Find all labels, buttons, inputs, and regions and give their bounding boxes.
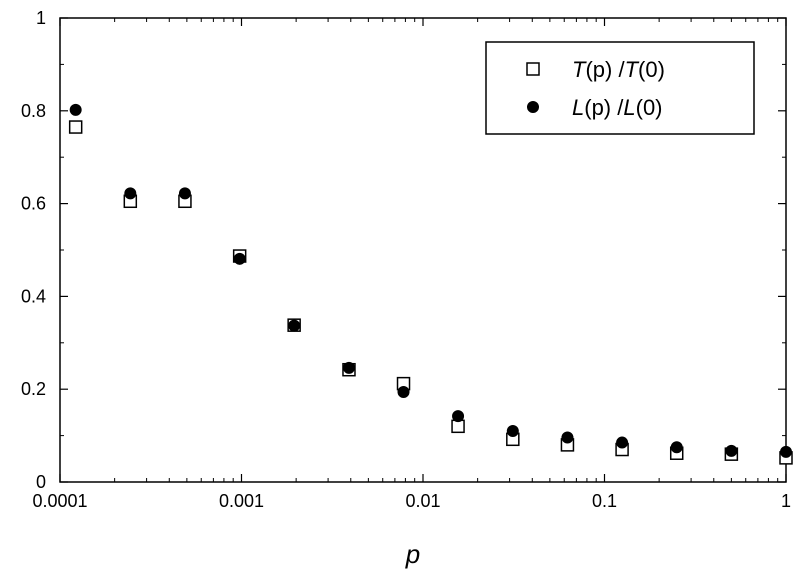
axis-ticks xyxy=(59,17,787,483)
data-marks xyxy=(68,103,793,465)
data-point-circle xyxy=(725,444,738,457)
data-point-circle xyxy=(452,410,465,423)
y-tick-label: 0 xyxy=(36,472,46,492)
y-tick-label: 0.4 xyxy=(21,286,46,306)
data-point-square xyxy=(451,419,465,434)
x-tick-label: 0.0001 xyxy=(32,491,87,511)
x-axis-title: p xyxy=(405,539,420,569)
x-tick-label: 1 xyxy=(781,491,791,511)
x-tick-label: 0.01 xyxy=(405,491,440,511)
legend-label: L(p) /L(0) xyxy=(572,95,663,120)
data-point-circle xyxy=(616,436,629,449)
data-point-circle xyxy=(342,361,355,374)
data-point-square xyxy=(68,120,83,134)
data-point-circle xyxy=(506,424,519,437)
legend-label: T(p) /T(0) xyxy=(572,57,665,82)
data-point-circle xyxy=(397,385,410,398)
data-point-circle xyxy=(69,103,82,116)
y-tick-label: 0.2 xyxy=(21,379,46,399)
legend-marker xyxy=(526,62,540,76)
data-point-circle xyxy=(670,441,683,454)
data-point-circle xyxy=(233,252,246,265)
data-point-circle xyxy=(561,431,574,444)
legend-box xyxy=(485,41,755,135)
y-tick-label: 0.8 xyxy=(21,101,46,121)
legend: T(p) /T(0) L(p) /L(0) xyxy=(485,41,755,135)
legend-items: T(p) /T(0) L(p) /L(0) xyxy=(526,57,665,120)
data-point-circle xyxy=(288,319,301,332)
data-point-circle xyxy=(178,187,191,200)
tick-labels: 0.0001 0.001 0.01 0.1 1 0 0.2 0.4 0.6 0.8 1 xyxy=(21,8,791,511)
legend-marker xyxy=(527,101,539,113)
x-tick-label: 0.1 xyxy=(592,491,617,511)
y-tick-label: 0.6 xyxy=(21,194,46,214)
y-tick-label: 1 xyxy=(36,8,46,28)
data-point-circle xyxy=(780,445,792,458)
data-point-circle xyxy=(124,187,137,200)
x-tick-label: 0.001 xyxy=(219,491,264,511)
